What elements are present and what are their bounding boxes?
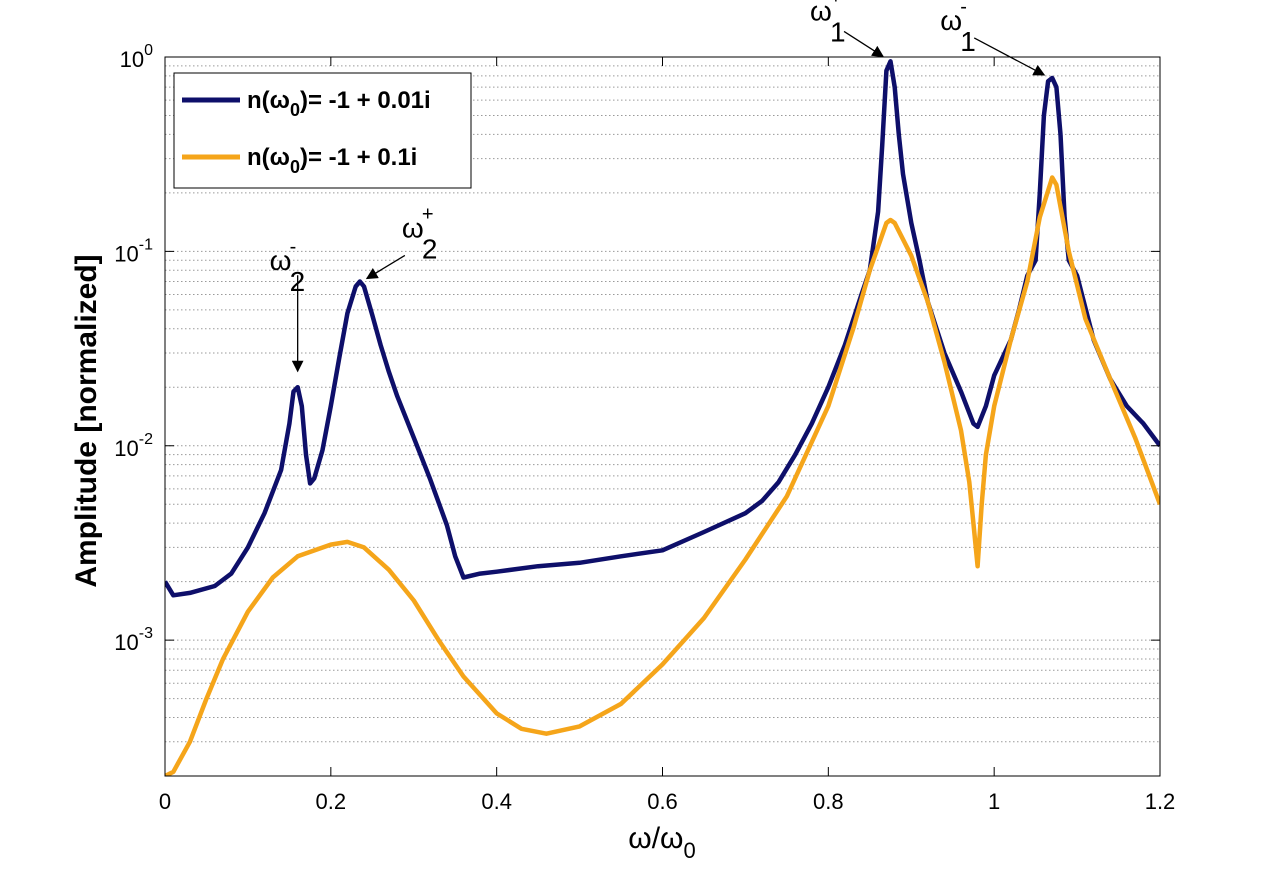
peak-arrow (365, 254, 406, 280)
legend: n(ω0)= -1 + 0.01i n(ω0)= -1 + 0.1i (173, 72, 472, 189)
legend-box (173, 72, 472, 189)
y-axis-label: Amplitude [normalized] (70, 254, 103, 587)
x-tick-label: 0 (159, 789, 171, 814)
peak-subscript: 1 (960, 26, 976, 57)
peak-label-4: ω- 1 (940, 0, 1046, 76)
peak-arrow (843, 30, 885, 58)
peak-symbol: ω (402, 212, 424, 243)
peak-label-1: ω-2 (270, 236, 305, 373)
peak-symbol: ω (940, 5, 962, 36)
x-tick-label: 0.4 (481, 789, 512, 814)
x-tick-label: 1 (988, 789, 1000, 814)
peak-subscript: 1 (830, 16, 846, 47)
y-tick-label: 10-2 (114, 431, 153, 461)
peak-superscript: + (830, 0, 842, 8)
peak-label-2: ω+2 (365, 203, 438, 280)
peak-symbol: ω (270, 245, 292, 276)
legend-label-series-2: n(ω0)= -1 + 0.1i (247, 144, 417, 177)
x-tick-label: 0.8 (813, 789, 844, 814)
grid-lines (165, 56, 1160, 777)
x-axis-ticks: 0 0.2 0.4 0.6 0.8 1 1.2 (159, 57, 1175, 814)
x-tick-label: 0.2 (316, 789, 347, 814)
peak-arrow (973, 37, 1046, 76)
peak-superscript: + (422, 203, 434, 225)
peak-superscript: - (290, 236, 297, 258)
y-tick-label: 10-3 (114, 625, 153, 655)
peak-label-3: ω+1 (810, 0, 885, 58)
series-line-2 (165, 175, 1160, 776)
y-axis-ticks: 100 10-1 10-2 10-3 (114, 42, 1160, 655)
legend-label-series-1: n(ω0)= -1 + 0.01i (247, 87, 431, 120)
x-tick-label: 0.6 (647, 789, 678, 814)
x-axis-label: ω/ω0 (628, 822, 695, 863)
series-layer (165, 59, 1160, 776)
y-tick-label: 10-1 (114, 236, 153, 266)
peak-annotations: ω-2ω+2ω+1ω-1 (270, 0, 1046, 373)
peak-superscript: - (960, 0, 967, 18)
x-tick-label: 1.2 (1145, 789, 1176, 814)
peak-symbol: ω (810, 0, 832, 26)
peak-subscript: 2 (422, 233, 438, 264)
y-tick-label: 100 (120, 42, 153, 72)
